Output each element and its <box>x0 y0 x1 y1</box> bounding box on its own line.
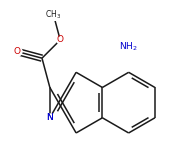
Text: NH$_2$: NH$_2$ <box>119 40 138 53</box>
Text: O: O <box>57 35 64 44</box>
Text: CH$_3$: CH$_3$ <box>45 9 62 21</box>
Text: N: N <box>46 113 53 122</box>
Text: O: O <box>14 47 21 56</box>
Text: N: N <box>46 113 53 122</box>
